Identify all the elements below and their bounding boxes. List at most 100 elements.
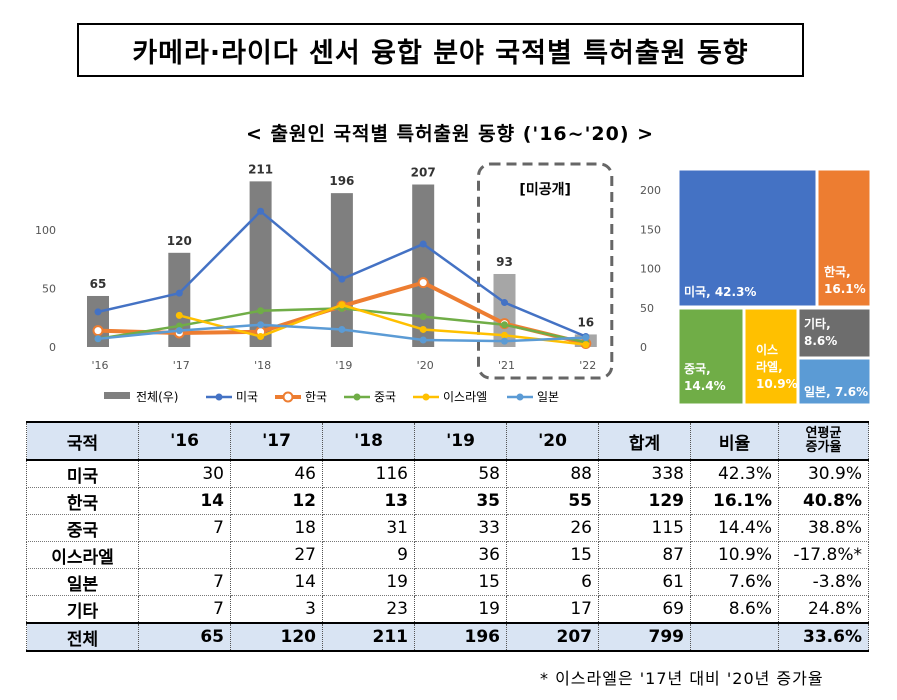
header-cell: '17 (230, 421, 323, 461)
series-point (94, 308, 102, 316)
unpublished-box (477, 162, 614, 380)
table-cell: 129 (598, 487, 691, 515)
series-point (338, 275, 346, 283)
row-name: 한국 (26, 487, 139, 515)
x-axis-label: '22 (579, 359, 596, 372)
legend-label: 한국 (305, 390, 327, 404)
legend-label: 일본 (537, 390, 559, 404)
right-axis-tick: 50 (640, 302, 654, 315)
series-point (94, 335, 102, 343)
treemap-cell (798, 308, 871, 358)
table-cell (690, 622, 779, 652)
table-cell: 35 (414, 487, 507, 515)
table-cell: 7 (138, 568, 231, 596)
treemap-cell (678, 169, 817, 307)
table-cell: 115 (598, 514, 691, 542)
table-cell: 18 (230, 514, 323, 542)
table-cell: 17 (506, 595, 599, 624)
bar-total (330, 193, 353, 347)
table-cell: 14 (138, 487, 231, 515)
table-cell: 16.1% (690, 487, 779, 515)
left-axis-tick: 0 (49, 341, 56, 354)
bar-total (493, 273, 516, 347)
table-cell: 120 (230, 622, 323, 652)
table-cell: 196 (414, 622, 507, 652)
table-cell: 33 (414, 514, 507, 542)
legend-label: 중국 (374, 390, 396, 404)
table-cell: 338 (598, 460, 691, 488)
series-point (257, 307, 265, 315)
table-cell: 10.9% (690, 541, 779, 569)
table-cell: 26 (506, 514, 599, 542)
patent-trend-chart: 0 50 100 0 50 100 150 200 [미공개] 65 120 211 196 207 93 1… (35, 162, 661, 404)
table-row: 중국 7 18 31 33 26 115 14.4% 38.8% (26, 514, 869, 542)
right-axis-tick: 150 (640, 223, 661, 236)
legend-marker (215, 393, 223, 401)
table-cell: 42.3% (690, 460, 779, 488)
table-cell: 30 (138, 460, 231, 488)
treemap-cell (678, 308, 744, 405)
series-point (582, 341, 590, 349)
growth-header-line2: 증가율 (805, 440, 842, 455)
header-cell: '16 (138, 421, 231, 461)
table-cell: -17.8%* (778, 541, 869, 569)
table-cell: 27 (230, 541, 323, 569)
series-point (501, 331, 508, 339)
table-cell: 19 (414, 595, 507, 624)
header-cell: 합계 (598, 421, 691, 461)
left-axis-tick: 50 (42, 283, 56, 296)
legend-label: 이스라엘 (443, 390, 487, 404)
bar-value-label: 16 (577, 315, 594, 329)
series-point (175, 327, 183, 335)
table-cell: 15 (414, 568, 507, 596)
table-cell: 799 (598, 622, 691, 652)
treemap-label: 미국, 42.3% (684, 284, 756, 299)
bar-value-label: 207 (411, 166, 436, 180)
footnote: * 이스라엘은 '17년 대비 '20년 증가율 (540, 669, 824, 688)
bar-value-label: 93 (496, 255, 513, 269)
table-cell: 12 (230, 487, 323, 515)
table-cell: 61 (598, 568, 691, 596)
series-point (338, 301, 346, 309)
table-row: 전체 65 120 211 196 207 799 33.6% (26, 622, 869, 652)
table-cell: 69 (598, 595, 691, 624)
table-cell: 6 (506, 568, 599, 596)
treemap-label: 중국, 14.4% (684, 362, 726, 393)
series-point (501, 299, 508, 307)
treemap-cell (744, 308, 798, 405)
table-cell: 23 (322, 595, 415, 624)
right-axis-tick: 200 (640, 184, 661, 197)
right-axis-tick: 100 (640, 263, 661, 276)
series-line (178, 303, 586, 346)
table-cell: 65 (138, 622, 231, 652)
x-axis-label: '19 (335, 359, 352, 372)
treemap-label: 기타, 8.6% (804, 316, 837, 348)
main-title: 카메라·라이다 센서 융합 분야 국적별 특허출원 동향 (77, 23, 804, 77)
table-cell: 13 (322, 487, 415, 515)
treemap-label: 한국, 16.1% (824, 264, 866, 296)
row-name: 기타 (26, 595, 139, 624)
bar-total (412, 184, 435, 347)
table-cell: 30.9% (778, 460, 869, 488)
row-name: 중국 (26, 514, 139, 542)
series-point (257, 321, 265, 329)
header-cell-growth: 연평균 증가율 (778, 421, 869, 461)
bar-total (249, 181, 272, 347)
legend-label: 전체(우) (136, 390, 178, 404)
treemap-cell (817, 169, 871, 307)
treemap-label: 이스 라엘, 10.9% (756, 342, 798, 391)
treemap-label: 일본, 7.6% (804, 385, 868, 399)
table-cell: 46 (230, 460, 323, 488)
table-cell: 36 (414, 541, 507, 569)
series-point (582, 334, 590, 342)
table-cell: 55 (506, 487, 599, 515)
table-cell: 7 (138, 514, 231, 542)
bar-value-label: 196 (329, 174, 354, 188)
x-axis-label: '17 (173, 359, 190, 372)
bar-value-label: 120 (167, 234, 192, 248)
table-cell: 88 (506, 460, 599, 488)
legend-marker (516, 393, 524, 401)
series-point (419, 336, 427, 344)
series-point (175, 311, 183, 319)
growth-header-line1: 연평균 (805, 426, 842, 441)
